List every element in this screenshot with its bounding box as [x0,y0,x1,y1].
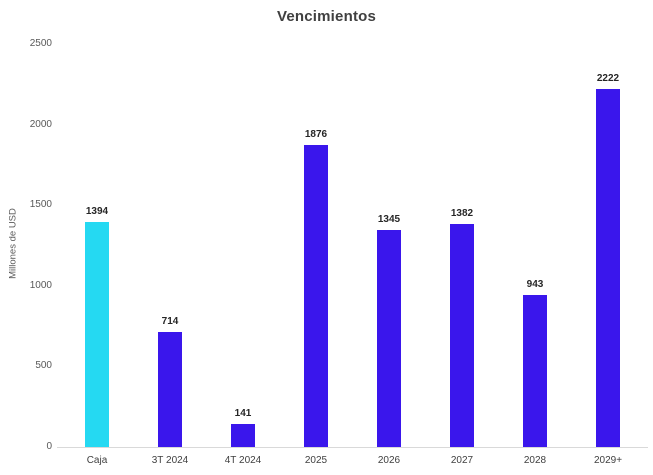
bar-value-label-2026: 1345 [377,214,401,226]
x-axis-label-4t-2024: 4T 2024 [224,455,262,466]
bar-value-label-caja: 1394 [85,206,109,218]
bar-2027 [450,224,474,447]
y-tick-label: 0 [46,441,52,452]
bar-value-label-2028: 943 [526,279,544,290]
bar-value-label-2025: 1876 [304,128,328,140]
bar-value-label-2029: 2222 [596,72,620,84]
bar-2029 [596,88,620,447]
bar-3t-2024 [158,331,182,447]
plot-area: 1394 714 141 1876 1345 1382 943 2222 [57,44,648,448]
y-tick-label: 2000 [29,118,52,130]
chart-title: Vencimientos [276,8,377,25]
y-tick-label: 1500 [29,199,52,211]
bar-value-label-2027: 1382 [450,208,474,220]
bar-2026 [377,230,401,447]
x-axis-line [57,447,648,448]
x-axis-label-2027: 2027 [450,455,474,466]
bar-value-label-4t-2024: 141 [234,408,252,420]
bar-2028 [523,295,547,447]
x-axis-label-2025: 2025 [304,455,328,466]
x-axis-label-2028: 2028 [523,455,547,466]
x-axis-label-caja: Caja [86,455,108,466]
y-tick-label: 500 [35,360,52,372]
x-axis-label-2026: 2026 [377,455,401,466]
bar-value-label-3t-2024: 714 [161,315,179,327]
y-tick-label: 2500 [29,38,52,49]
bar-caja [85,222,109,447]
x-axis-label-3t-2024: 3T 2024 [151,455,189,466]
x-axis-label-2029: 2029+ [593,455,623,466]
y-tick-label: 1000 [29,279,52,291]
bar-4t-2024 [231,424,255,447]
bar-2025 [304,144,328,447]
